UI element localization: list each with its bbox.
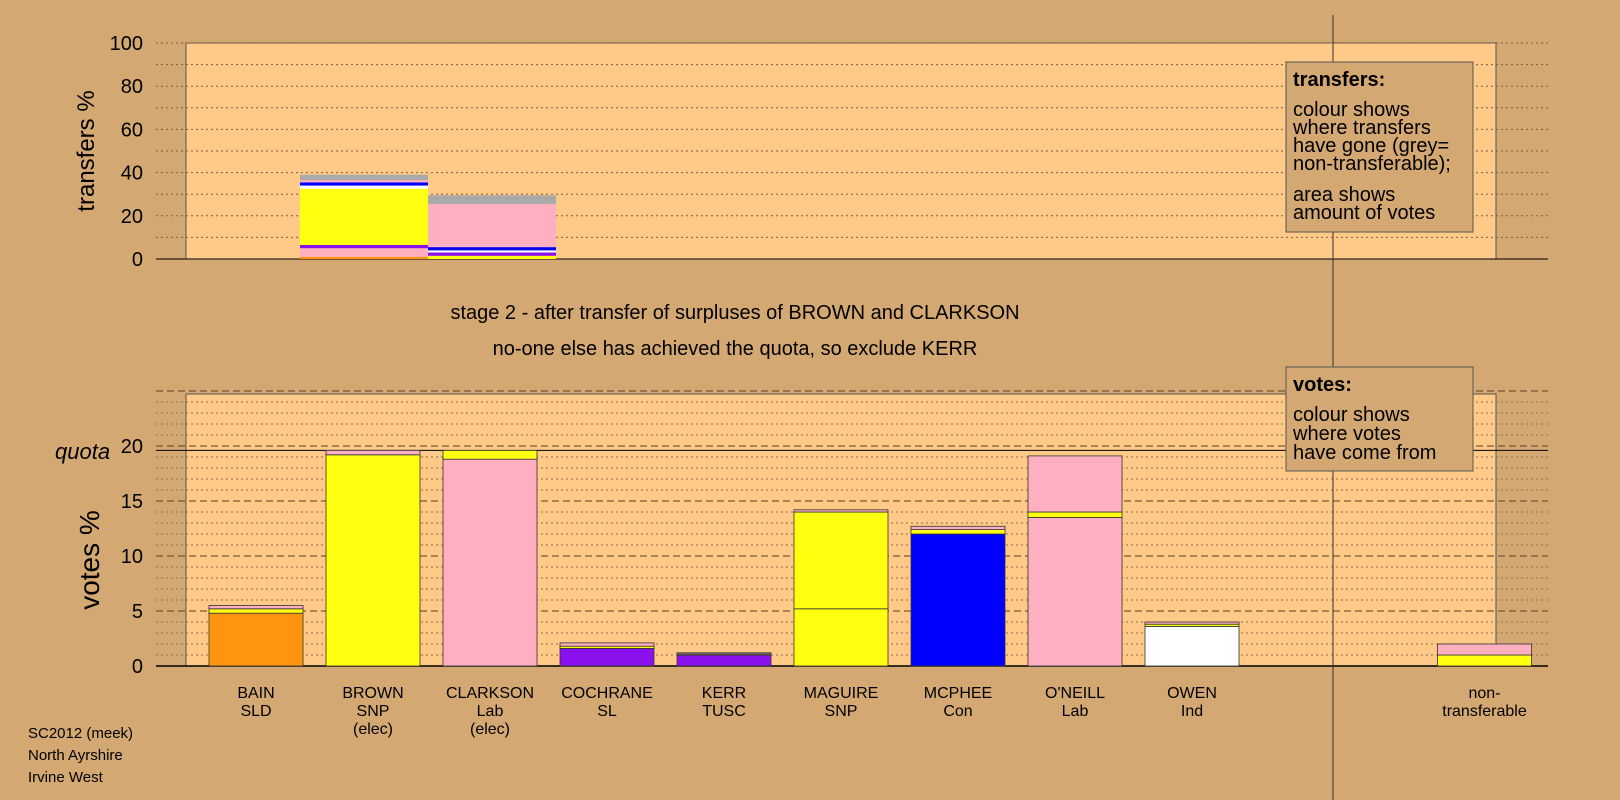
- transfer-segment: [300, 188, 428, 245]
- candidate-label: (elec): [470, 721, 510, 738]
- votes-y-tick-label: 5: [132, 601, 143, 623]
- votes-y-tick-label: 10: [121, 546, 143, 568]
- candidate-label: SNP: [357, 703, 390, 720]
- transfers-y-tick-label: 0: [132, 249, 143, 271]
- vote-segment: [208, 612, 304, 667]
- transfers-legend-line: colour shows: [1293, 99, 1410, 121]
- votes-y-tick-label: 0: [132, 656, 143, 678]
- vote-segment: [793, 509, 889, 513]
- votes-y-tick-label: 20: [121, 436, 143, 458]
- candidate-label: Lab: [1062, 703, 1089, 720]
- candidate-label: Lab: [477, 703, 504, 720]
- vote-segment: [910, 529, 1006, 535]
- transfers-legend-line: have gone (grey=: [1293, 135, 1449, 157]
- candidate-label: BAIN: [237, 685, 274, 702]
- transfer-segment: [300, 182, 428, 186]
- transfers-bars: [300, 174, 556, 259]
- transfers-y-tick-label: 60: [121, 119, 143, 141]
- votes-bars: [208, 449, 1532, 667]
- candidate-label: OWEN: [1167, 685, 1217, 702]
- vote-segment: [676, 654, 772, 667]
- transfers-y-tick-label: 20: [121, 206, 143, 228]
- stage-title: stage 2 - after transfer of surpluses of…: [450, 302, 1019, 324]
- transfer-segment: [300, 185, 428, 189]
- vote-segment: [1144, 621, 1240, 625]
- transfers-legend-line: where transfers: [1292, 117, 1431, 139]
- transfers-y-tick-label: 40: [121, 163, 143, 185]
- vote-segment: [559, 648, 655, 667]
- candidate-label: (elec): [353, 721, 393, 738]
- transfers-legend: transfers: colour shows where transfers …: [1285, 61, 1474, 233]
- vote-segment: [208, 605, 304, 610]
- footer-line: Irvine West: [28, 769, 104, 786]
- candidate-label: non-: [1468, 685, 1500, 702]
- transfer-segment: [300, 244, 428, 249]
- transfers-axis-label: transfers %: [73, 90, 100, 211]
- candidate-label: TUSC: [702, 703, 746, 720]
- vote-segment: [325, 454, 421, 667]
- candidate-label: MCPHEE: [924, 685, 992, 702]
- transfer-segment: [300, 180, 428, 183]
- vote-segment: [1027, 517, 1123, 667]
- vote-segment: [559, 642, 655, 647]
- transfer-segment: [300, 174, 428, 181]
- vote-segment: [793, 608, 889, 667]
- footer-line: North Ayrshire: [28, 747, 123, 764]
- candidate-label: transferable: [1442, 703, 1527, 720]
- transfer-segment: [428, 250, 556, 253]
- candidate-label: Ind: [1181, 703, 1203, 720]
- vote-segment: [676, 652, 772, 655]
- candidate-label: Con: [943, 703, 972, 720]
- vote-segment: [325, 449, 421, 456]
- transfers-legend-line: non-transferable);: [1293, 153, 1451, 175]
- transfers-legend-title: transfers:: [1293, 69, 1385, 91]
- transfer-segment: [428, 203, 556, 248]
- candidate-label: O'NEILL: [1045, 685, 1105, 702]
- transfers-y-tick-label: 80: [121, 76, 143, 98]
- candidate-labels: BAINSLDBROWNSNP(elec)CLARKSONLab(elec)CO…: [237, 685, 1527, 738]
- transfers-y-tick-label: 100: [110, 33, 143, 55]
- vote-segment: [1437, 643, 1532, 656]
- candidate-label: COCHRANE: [561, 685, 653, 702]
- vote-segment: [1437, 654, 1532, 667]
- candidate-label: SL: [597, 703, 617, 720]
- quota-label: quota: [55, 439, 110, 464]
- votes-y-tick-label: 15: [121, 491, 143, 513]
- votes-legend-title: votes:: [1293, 374, 1352, 396]
- transfer-segment: [300, 256, 428, 259]
- vote-segment: [442, 458, 538, 667]
- transfer-segment: [428, 195, 556, 204]
- votes-axis-label: votes %: [74, 510, 105, 610]
- transfers-legend-line: area shows: [1293, 184, 1395, 206]
- transfer-segment: [428, 247, 556, 251]
- votes-legend-line: where votes: [1292, 423, 1401, 445]
- transfer-segment: [428, 255, 556, 259]
- vote-segment: [1027, 511, 1123, 518]
- candidate-label: SLD: [240, 703, 271, 720]
- vote-segment: [910, 533, 1006, 667]
- candidate-label: CLARKSON: [446, 685, 534, 702]
- candidate-label: KERR: [702, 685, 746, 702]
- transfer-segment: [428, 252, 556, 256]
- stage-subtitle: no-one else has achieved the quota, so e…: [493, 338, 978, 360]
- candidate-label: BROWN: [342, 685, 403, 702]
- vote-segment: [442, 449, 538, 460]
- vote-segment: [1027, 455, 1123, 513]
- transfers-legend-line: amount of votes: [1293, 202, 1435, 224]
- votes-legend-line: colour shows: [1293, 404, 1410, 426]
- candidate-label: MAGUIRE: [804, 685, 879, 702]
- vote-segment: [910, 525, 1006, 530]
- votes-legend: votes: colour shows where votes have com…: [1285, 366, 1474, 472]
- candidate-label: SNP: [825, 703, 858, 720]
- transfer-segment: [300, 248, 428, 257]
- votes-legend-line: have come from: [1293, 442, 1436, 464]
- vote-segment: [208, 608, 304, 614]
- vote-segment: [793, 511, 889, 610]
- vote-segment: [1144, 626, 1240, 667]
- footer-line: SC2012 (meek): [28, 725, 133, 742]
